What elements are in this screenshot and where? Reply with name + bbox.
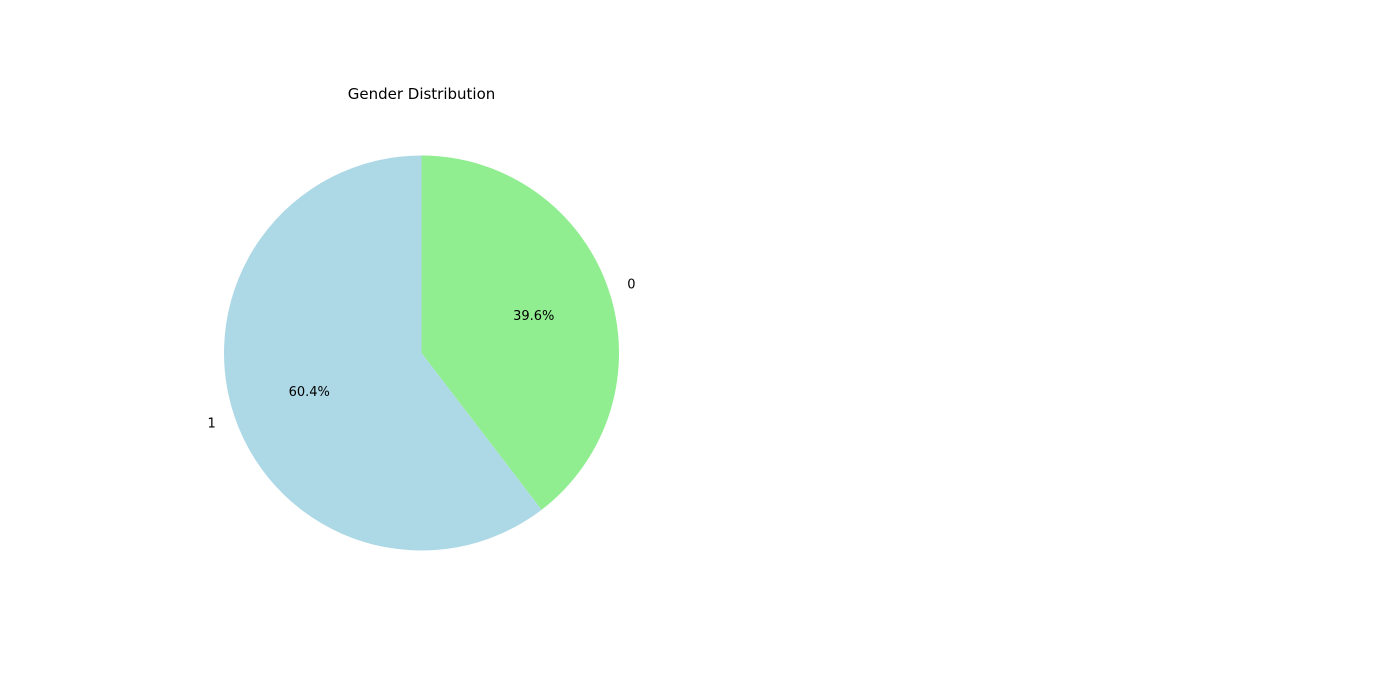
slice-label-0: 0 — [627, 277, 635, 292]
slice-label-1: 1 — [207, 417, 215, 432]
slice-pct-label-1: 60.4% — [289, 385, 330, 400]
pie-slices — [223, 155, 619, 551]
pie-slice-0 — [421, 155, 619, 510]
pie-labels: 0 39.6% 1 60.4% — [207, 277, 635, 431]
chart-title: Gender Distribution — [348, 85, 496, 103]
pie-slice-1 — [223, 155, 542, 551]
slice-pct-label-0: 39.6% — [513, 309, 554, 324]
